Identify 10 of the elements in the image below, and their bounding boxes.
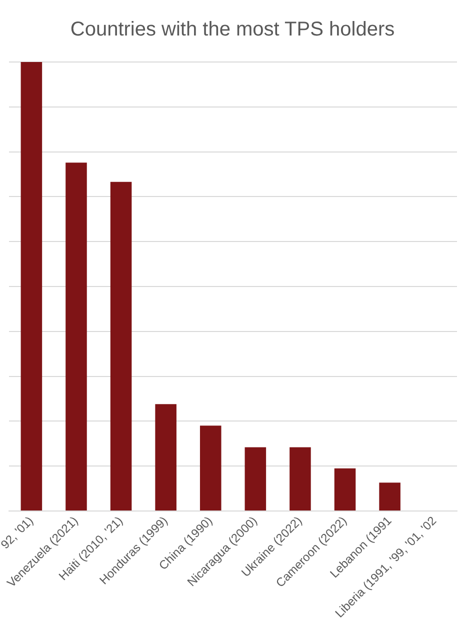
chart-title: Countries with the most TPS holders [70,18,395,41]
bar [66,162,87,510]
bar [110,182,132,510]
bar [200,426,222,510]
bar [20,62,42,510]
bar [290,447,311,510]
bar [155,404,176,510]
bar [244,447,266,510]
bar [379,482,400,510]
bar [334,468,356,510]
